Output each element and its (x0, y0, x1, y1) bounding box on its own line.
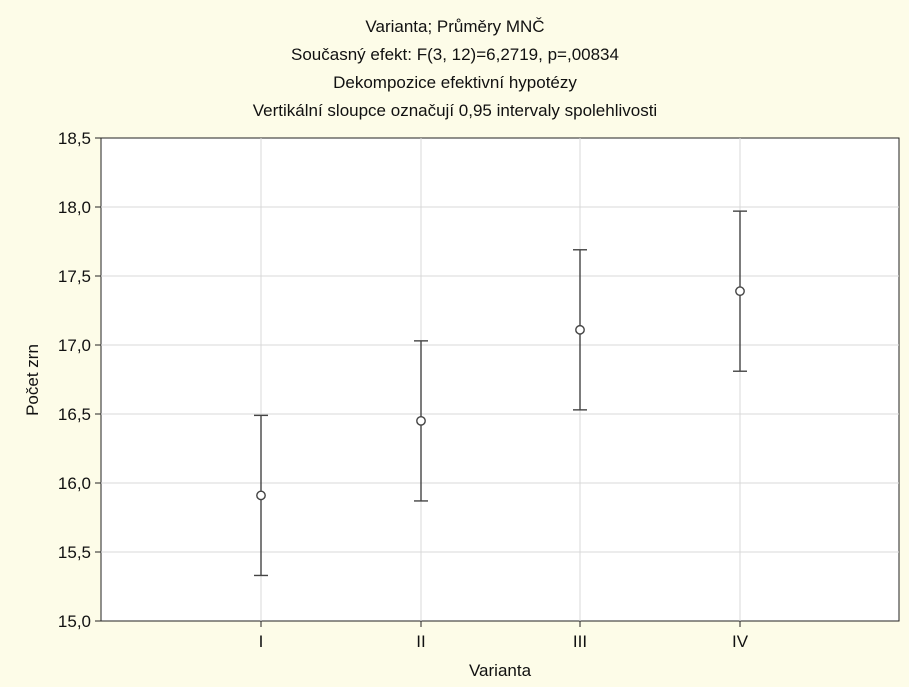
data-marks (254, 210, 747, 577)
y-axis-label: Počet zrn (23, 344, 42, 416)
y-axis: 15,0 15,5 16,0 16,5 17,0 17,5 18,0 18,5 (58, 129, 101, 631)
mean-point (575, 324, 585, 335)
x-tick-label: II (416, 632, 425, 651)
x-axis: I II III IV (259, 621, 749, 651)
y-tick-label: 17,0 (58, 336, 91, 355)
y-tick-label: 16,5 (58, 405, 91, 424)
plot-area (100, 137, 900, 622)
title-line-3: Dekompozice efektivní hypotézy (333, 73, 577, 92)
mean-point (256, 490, 266, 501)
x-axis-label: Varianta (469, 661, 532, 680)
y-tick-label: 18,0 (58, 198, 91, 217)
mean-point (735, 286, 745, 297)
y-tick-label: 16,0 (58, 474, 91, 493)
title-line-2: Současný efekt: F(3, 12)=6,2719, p=,0083… (291, 45, 619, 64)
x-tick-label: I (259, 632, 264, 651)
title-line-4: Vertikální sloupce označují 0,95 interva… (253, 101, 657, 120)
y-tick-label: 18,5 (58, 129, 91, 148)
mean-point (416, 415, 426, 426)
y-tick-label: 15,5 (58, 543, 91, 562)
chart-title: Varianta; Průměry MNČ Současný efekt: F(… (253, 17, 657, 120)
y-tick-label: 15,0 (58, 612, 91, 631)
x-tick-label: IV (732, 632, 749, 651)
x-tick-label: III (573, 632, 587, 651)
title-line-1: Varianta; Průměry MNČ (365, 17, 544, 36)
y-tick-label: 17,5 (58, 267, 91, 286)
